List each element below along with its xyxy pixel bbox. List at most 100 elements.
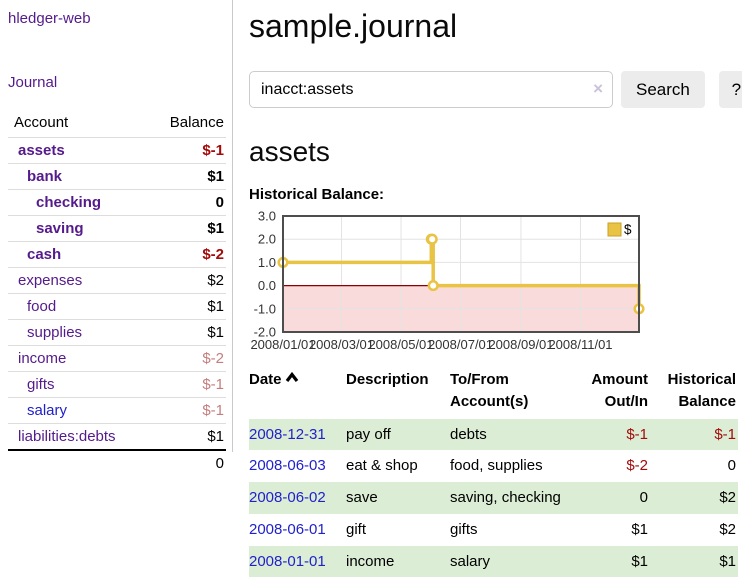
account-balance: $1 <box>147 294 226 320</box>
register-col-description: Description <box>346 367 450 419</box>
y-axis-label: 3.0 <box>258 211 276 224</box>
account-balance: 0 <box>147 190 226 216</box>
account-row: expenses $2 <box>8 268 226 294</box>
register-row: 2008-01-01 income salary $1 $1 <box>249 546 738 578</box>
transaction-accounts: salary <box>450 546 580 578</box>
transaction-date-link[interactable]: 2008-01-01 <box>249 553 326 570</box>
transaction-balance: $2 <box>650 514 738 546</box>
account-balance: $-2 <box>147 242 226 268</box>
chart-marker <box>429 281 438 290</box>
account-link[interactable]: checking <box>36 194 101 211</box>
legend-swatch <box>608 223 621 236</box>
register-header-row: Date Description To/From Account(s) Amou… <box>249 367 738 419</box>
account-row: salary $-1 <box>8 398 226 424</box>
transaction-date-link[interactable]: 2008-06-03 <box>249 457 326 474</box>
account-row: bank $1 <box>8 164 226 190</box>
transaction-description: pay off <box>346 419 450 451</box>
accounts-total: 0 <box>147 450 226 476</box>
account-row: saving $1 <box>8 216 226 242</box>
register-row: 2008-06-02 save saving, checking 0 $2 <box>249 482 738 514</box>
x-axis-label: 2008/03/01 <box>309 337 374 352</box>
account-balance: $1 <box>147 320 226 346</box>
chart-marker <box>428 235 437 244</box>
y-axis-label: 2.0 <box>258 232 276 247</box>
account-heading: assets <box>249 136 742 168</box>
account-balance: $-2 <box>147 346 226 372</box>
account-link[interactable]: supplies <box>27 324 82 341</box>
account-link[interactable]: saving <box>36 220 84 237</box>
help-button[interactable]: ? <box>719 71 742 108</box>
account-link[interactable]: income <box>18 350 66 367</box>
transaction-description: save <box>346 482 450 514</box>
transaction-balance: $1 <box>650 546 738 578</box>
account-balance: $-1 <box>147 372 226 398</box>
register-table: Date Description To/From Account(s) Amou… <box>249 367 738 577</box>
sidebar-item-journal[interactable]: Journal <box>8 74 57 91</box>
transaction-date-link[interactable]: 2008-12-31 <box>249 426 326 443</box>
transaction-balance: 0 <box>650 450 738 482</box>
account-link[interactable]: food <box>27 298 56 315</box>
account-link[interactable]: gifts <box>27 376 55 393</box>
x-axis-label: 2008/09/01 <box>488 337 553 352</box>
register-row: 2008-06-01 gift gifts $1 $2 <box>249 514 738 546</box>
historical-balance-chart: 3.02.01.00.0-1.0-2.02008/01/012008/03/01… <box>249 211 647 353</box>
transaction-balance: $-1 <box>650 419 738 451</box>
register-col-amount: Amount Out/In <box>580 367 650 419</box>
clear-search-icon[interactable]: × <box>593 79 603 99</box>
transaction-description: eat & shop <box>346 450 450 482</box>
x-axis-label: 2008/05/01 <box>368 337 433 352</box>
page-title: sample.journal <box>249 8 742 45</box>
account-row: liabilities:debts $1 <box>8 424 226 451</box>
account-link[interactable]: cash <box>27 246 61 263</box>
account-balance: $1 <box>147 424 226 451</box>
accounts-total-row: 0 <box>8 450 226 476</box>
accounts-col-balance: Balance <box>147 110 226 138</box>
y-axis-label: 0.0 <box>258 278 276 293</box>
register-row: 2008-06-03 eat & shop food, supplies $-2… <box>249 450 738 482</box>
search-input[interactable] <box>249 71 613 108</box>
transaction-date-link[interactable]: 2008-06-01 <box>249 521 326 538</box>
account-balance: $1 <box>147 216 226 242</box>
transaction-amount: $1 <box>580 546 650 578</box>
transaction-amount: $-1 <box>580 419 650 451</box>
accounts-rows: assets $-1 bank $1 checking 0 saving $1 … <box>8 138 226 451</box>
transaction-amount: $-2 <box>580 450 650 482</box>
x-axis-label: 2008/11/01 <box>548 337 612 352</box>
account-balance: $-1 <box>147 398 226 424</box>
transaction-date-link[interactable]: 2008-06-02 <box>249 489 326 506</box>
app-title-link[interactable]: hledger-web <box>8 10 91 27</box>
sidebar: hledger-web Journal Account Balance asse… <box>0 0 233 452</box>
search-button[interactable]: Search <box>621 71 705 108</box>
x-axis-label: 2008/01/01 <box>250 337 315 352</box>
search-form: × Search ? <box>249 71 742 108</box>
transaction-accounts: gifts <box>450 514 580 546</box>
accounts-table: Account Balance assets $-1 bank $1 check… <box>8 110 226 476</box>
account-row: assets $-1 <box>8 138 226 164</box>
register-col-date[interactable]: Date <box>249 367 346 419</box>
account-row: cash $-2 <box>8 242 226 268</box>
register-col-balance: Historical Balance <box>650 367 738 419</box>
transaction-balance: $2 <box>650 482 738 514</box>
account-link[interactable]: expenses <box>18 272 82 289</box>
chart-svg: 3.02.01.00.0-1.0-2.02008/01/012008/03/01… <box>249 211 647 353</box>
account-row: food $1 <box>8 294 226 320</box>
transaction-amount: $1 <box>580 514 650 546</box>
legend-label: $ <box>624 222 632 237</box>
accounts-col-account: Account <box>8 110 147 138</box>
sort-ascending-icon <box>285 372 299 383</box>
account-link[interactable]: liabilities:debts <box>18 428 116 445</box>
account-row: supplies $1 <box>8 320 226 346</box>
account-balance: $1 <box>147 164 226 190</box>
transaction-accounts: food, supplies <box>450 450 580 482</box>
transaction-accounts: saving, checking <box>450 482 580 514</box>
transaction-accounts: debts <box>450 419 580 451</box>
account-link[interactable]: assets <box>18 142 65 159</box>
x-axis-label: 2008/07/01 <box>428 337 493 352</box>
account-row: checking 0 <box>8 190 226 216</box>
transaction-amount: 0 <box>580 482 650 514</box>
account-link[interactable]: salary <box>27 402 67 419</box>
y-axis-label: 1.0 <box>258 255 276 270</box>
register-rows: 2008-12-31 pay off debts $-1 $-1 2008-06… <box>249 419 738 578</box>
account-link[interactable]: bank <box>27 168 62 185</box>
account-balance: $2 <box>147 268 226 294</box>
